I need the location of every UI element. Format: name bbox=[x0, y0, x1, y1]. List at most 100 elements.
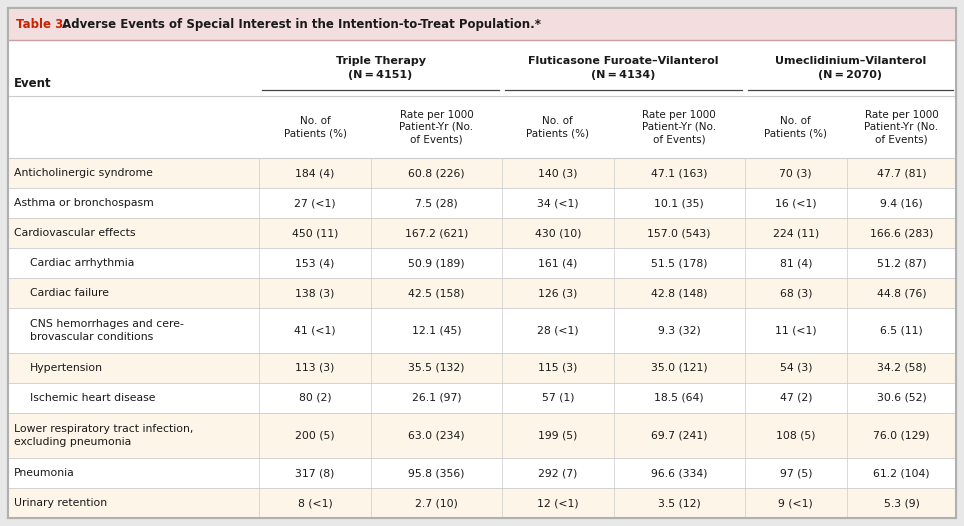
Text: Triple Therapy
(N = 4151): Triple Therapy (N = 4151) bbox=[335, 56, 425, 79]
Text: 26.1 (97): 26.1 (97) bbox=[412, 393, 462, 403]
Text: Rate per 1000
Patient-Yr (No.
of Events): Rate per 1000 Patient-Yr (No. of Events) bbox=[399, 109, 473, 144]
Text: 47.1 (163): 47.1 (163) bbox=[651, 168, 708, 178]
Text: Cardiac arrhythmia: Cardiac arrhythmia bbox=[30, 258, 134, 268]
Bar bbox=[8, 96, 956, 158]
Bar bbox=[8, 248, 956, 278]
Text: 70 (3): 70 (3) bbox=[780, 168, 812, 178]
Text: 60.8 (226): 60.8 (226) bbox=[408, 168, 465, 178]
Text: 51.5 (178): 51.5 (178) bbox=[651, 258, 708, 268]
Bar bbox=[8, 40, 956, 96]
Text: 167.2 (621): 167.2 (621) bbox=[405, 228, 469, 238]
Bar bbox=[8, 458, 956, 488]
Text: 95.8 (356): 95.8 (356) bbox=[408, 468, 465, 478]
Text: 2.7 (10): 2.7 (10) bbox=[415, 498, 458, 508]
Bar bbox=[8, 188, 956, 218]
Text: 97 (5): 97 (5) bbox=[780, 468, 812, 478]
Text: 51.2 (87): 51.2 (87) bbox=[876, 258, 926, 268]
Text: 35.5 (132): 35.5 (132) bbox=[408, 363, 465, 373]
Bar bbox=[8, 8, 956, 40]
Text: 199 (5): 199 (5) bbox=[538, 430, 577, 440]
Text: 68 (3): 68 (3) bbox=[780, 288, 812, 298]
Text: 80 (2): 80 (2) bbox=[299, 393, 332, 403]
Text: Adverse Events of Special Interest in the Intention-to-Treat Population.*: Adverse Events of Special Interest in th… bbox=[58, 17, 541, 31]
Text: Lower respiratory tract infection,
excluding pneumonia: Lower respiratory tract infection, exclu… bbox=[14, 424, 194, 447]
Text: 18.5 (64): 18.5 (64) bbox=[655, 393, 704, 403]
Text: 47 (2): 47 (2) bbox=[780, 393, 812, 403]
Text: 6.5 (11): 6.5 (11) bbox=[880, 326, 923, 336]
Text: 157.0 (543): 157.0 (543) bbox=[648, 228, 710, 238]
Text: 69.7 (241): 69.7 (241) bbox=[651, 430, 708, 440]
Bar bbox=[8, 353, 956, 383]
Text: Cardiac failure: Cardiac failure bbox=[30, 288, 109, 298]
Text: 50.9 (189): 50.9 (189) bbox=[408, 258, 465, 268]
Text: 7.5 (28): 7.5 (28) bbox=[415, 198, 458, 208]
Text: Event: Event bbox=[14, 77, 52, 90]
Text: 41 (<1): 41 (<1) bbox=[294, 326, 336, 336]
Text: 42.8 (148): 42.8 (148) bbox=[651, 288, 708, 298]
Bar bbox=[8, 218, 956, 248]
Text: 166.6 (283): 166.6 (283) bbox=[870, 228, 933, 238]
Text: 96.6 (334): 96.6 (334) bbox=[651, 468, 708, 478]
Text: 34.2 (58): 34.2 (58) bbox=[876, 363, 926, 373]
Text: 317 (8): 317 (8) bbox=[295, 468, 335, 478]
Text: Table 3.: Table 3. bbox=[16, 17, 67, 31]
Text: 11 (<1): 11 (<1) bbox=[775, 326, 817, 336]
Text: 9.3 (32): 9.3 (32) bbox=[657, 326, 701, 336]
Text: 200 (5): 200 (5) bbox=[295, 430, 335, 440]
Text: Umeclidinium–Vilanterol
(N = 2070): Umeclidinium–Vilanterol (N = 2070) bbox=[775, 56, 926, 79]
Text: 63.0 (234): 63.0 (234) bbox=[408, 430, 465, 440]
Text: Urinary retention: Urinary retention bbox=[14, 498, 107, 508]
Bar bbox=[8, 278, 956, 308]
Text: 292 (7): 292 (7) bbox=[538, 468, 577, 478]
Text: No. of
Patients (%): No. of Patients (%) bbox=[283, 116, 347, 138]
Text: 450 (11): 450 (11) bbox=[292, 228, 338, 238]
Text: Ischemic heart disease: Ischemic heart disease bbox=[30, 393, 155, 403]
Bar bbox=[8, 158, 956, 188]
Text: Rate per 1000
Patient-Yr (No.
of Events): Rate per 1000 Patient-Yr (No. of Events) bbox=[865, 109, 939, 144]
Text: 9.4 (16): 9.4 (16) bbox=[880, 198, 923, 208]
Text: 224 (11): 224 (11) bbox=[773, 228, 818, 238]
Text: Rate per 1000
Patient-Yr (No.
of Events): Rate per 1000 Patient-Yr (No. of Events) bbox=[642, 109, 716, 144]
Text: Pneumonia: Pneumonia bbox=[14, 468, 75, 478]
Text: 27 (<1): 27 (<1) bbox=[294, 198, 336, 208]
Text: 28 (<1): 28 (<1) bbox=[537, 326, 578, 336]
Text: 430 (10): 430 (10) bbox=[535, 228, 581, 238]
Text: 161 (4): 161 (4) bbox=[538, 258, 577, 268]
Text: 81 (4): 81 (4) bbox=[780, 258, 812, 268]
Text: Hypertension: Hypertension bbox=[30, 363, 103, 373]
Text: 108 (5): 108 (5) bbox=[776, 430, 816, 440]
Text: 76.0 (129): 76.0 (129) bbox=[873, 430, 930, 440]
Bar bbox=[8, 413, 956, 458]
Text: 57 (1): 57 (1) bbox=[542, 393, 575, 403]
Text: 8 (<1): 8 (<1) bbox=[298, 498, 333, 508]
Text: 115 (3): 115 (3) bbox=[538, 363, 577, 373]
Text: 184 (4): 184 (4) bbox=[295, 168, 335, 178]
Text: 35.0 (121): 35.0 (121) bbox=[651, 363, 708, 373]
Text: Asthma or bronchospasm: Asthma or bronchospasm bbox=[14, 198, 153, 208]
Text: 140 (3): 140 (3) bbox=[538, 168, 577, 178]
Text: 153 (4): 153 (4) bbox=[295, 258, 335, 268]
Text: 54 (3): 54 (3) bbox=[780, 363, 812, 373]
Text: 30.6 (52): 30.6 (52) bbox=[876, 393, 926, 403]
Text: Anticholinergic syndrome: Anticholinergic syndrome bbox=[14, 168, 153, 178]
Text: 61.2 (104): 61.2 (104) bbox=[873, 468, 930, 478]
Text: 126 (3): 126 (3) bbox=[538, 288, 577, 298]
Text: No. of
Patients (%): No. of Patients (%) bbox=[764, 116, 827, 138]
Text: CNS hemorrhages and cere-
brovascular conditions: CNS hemorrhages and cere- brovascular co… bbox=[30, 319, 184, 342]
Text: 12.1 (45): 12.1 (45) bbox=[412, 326, 462, 336]
Text: 34 (<1): 34 (<1) bbox=[537, 198, 578, 208]
Text: 47.7 (81): 47.7 (81) bbox=[876, 168, 926, 178]
Bar bbox=[8, 488, 956, 518]
Bar bbox=[8, 308, 956, 353]
Bar bbox=[8, 383, 956, 413]
Text: 138 (3): 138 (3) bbox=[295, 288, 335, 298]
Text: 10.1 (35): 10.1 (35) bbox=[655, 198, 704, 208]
Text: 9 (<1): 9 (<1) bbox=[778, 498, 814, 508]
Text: 16 (<1): 16 (<1) bbox=[775, 198, 817, 208]
Text: Fluticasone Furoate–Vilanterol
(N = 4134): Fluticasone Furoate–Vilanterol (N = 4134… bbox=[528, 56, 718, 79]
Text: 42.5 (158): 42.5 (158) bbox=[408, 288, 465, 298]
Text: 12 (<1): 12 (<1) bbox=[537, 498, 578, 508]
Text: 3.5 (12): 3.5 (12) bbox=[657, 498, 701, 508]
Text: Cardiovascular effects: Cardiovascular effects bbox=[14, 228, 136, 238]
Text: No. of
Patients (%): No. of Patients (%) bbox=[526, 116, 589, 138]
